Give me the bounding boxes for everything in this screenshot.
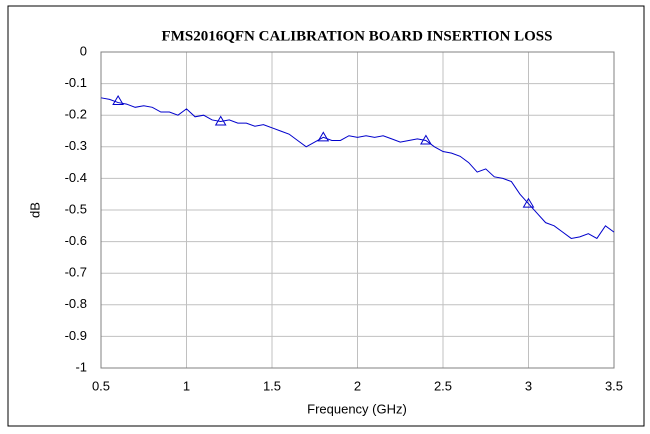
y-tick-label: -0.5 bbox=[65, 201, 87, 216]
y-tick-label: -1 bbox=[75, 359, 87, 374]
y-tick-label: -0.1 bbox=[65, 75, 87, 90]
chart-frame bbox=[7, 5, 645, 427]
x-tick-label: 1 bbox=[183, 378, 190, 393]
y-axis-label: dB bbox=[27, 202, 42, 218]
y-tick-label: -0.9 bbox=[65, 328, 87, 343]
x-axis-label: Frequency (GHz) bbox=[307, 401, 407, 416]
x-tick-label: 1.5 bbox=[263, 378, 281, 393]
triangle-marker bbox=[214, 115, 227, 126]
x-tick-label: 3 bbox=[525, 378, 532, 393]
triangle-marker bbox=[317, 131, 330, 142]
triangle-marker bbox=[420, 134, 432, 145]
chart-title: FMS2016QFN CALIBRATION BOARD INSERTION L… bbox=[162, 28, 553, 44]
data-line bbox=[100, 97, 615, 240]
x-tick-label: 2.5 bbox=[434, 378, 452, 393]
triangle-marker bbox=[112, 94, 124, 105]
plot-area bbox=[100, 51, 615, 369]
y-tick-label: -0.7 bbox=[65, 265, 87, 280]
y-tick-label: -0.6 bbox=[65, 233, 87, 248]
y-tick-label: -0.3 bbox=[65, 138, 87, 153]
y-tick-label: -0.2 bbox=[65, 107, 87, 122]
x-tick-label: 3.5 bbox=[605, 378, 623, 393]
y-tick-label: 0 bbox=[80, 43, 87, 58]
triangle-marker bbox=[522, 197, 535, 208]
y-tick-label: -0.8 bbox=[65, 296, 87, 311]
x-tick-label: 2 bbox=[354, 378, 361, 393]
y-tick-label: -0.4 bbox=[65, 170, 87, 185]
x-tick-label: 0.5 bbox=[92, 378, 110, 393]
